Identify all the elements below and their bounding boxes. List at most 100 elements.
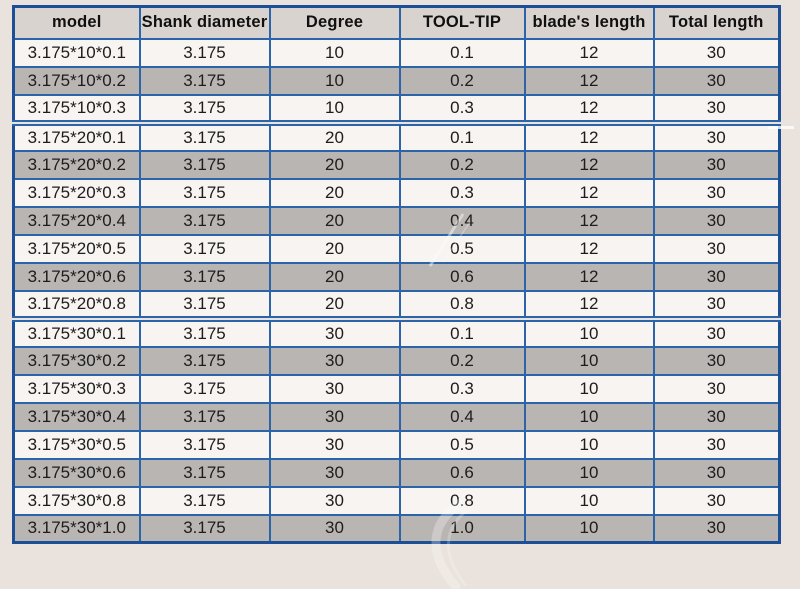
table-row: 3.175*20*0.5 3.175 20 0.5 12 30	[12, 233, 781, 264]
cell-shank-diameter: 3.175	[138, 401, 271, 432]
cell-model: 3.175*20*0.3	[12, 177, 141, 208]
cell-tool-tip: 0.5	[398, 429, 526, 460]
table-row: 3.175*10*0.2 3.175 10 0.2 12 30	[12, 65, 781, 96]
cell-model: 3.175*10*0.2	[12, 65, 141, 96]
cell-total-length: 30	[652, 119, 781, 152]
cell-tool-tip: 0.2	[398, 345, 526, 376]
table-row: 3.175*20*0.6 3.175 20 0.6 12 30	[12, 261, 781, 292]
cell-blades-length: 12	[523, 37, 655, 68]
table-row: 3.175*30*0.4 3.175 30 0.4 10 30	[12, 401, 781, 432]
cell-tool-tip: 0.1	[398, 37, 526, 68]
cell-degree: 10	[268, 65, 401, 96]
cell-blades-length: 10	[523, 401, 655, 432]
cell-blades-length: 12	[523, 149, 655, 180]
cell-model: 3.175*20*0.4	[12, 205, 141, 236]
cell-model: 3.175*20*0.8	[12, 289, 141, 320]
cell-total-length: 30	[652, 93, 781, 124]
cell-shank-diameter: 3.175	[138, 93, 271, 124]
cell-tool-tip: 0.2	[398, 149, 526, 180]
cell-shank-diameter: 3.175	[138, 37, 271, 68]
cell-tool-tip: 1.0	[398, 513, 526, 544]
table-row: 3.175*30*0.8 3.175 30 0.8 10 30	[12, 485, 781, 516]
cell-shank-diameter: 3.175	[138, 119, 271, 152]
cell-total-length: 30	[652, 261, 781, 292]
cell-model: 3.175*10*0.1	[12, 37, 141, 68]
col-header-blades-length: blade's length	[523, 5, 655, 40]
spec-table: model Shank diameter Degree TOOL-TIP bla…	[12, 5, 781, 544]
cell-degree: 20	[268, 177, 401, 208]
table-row: 3.175*20*0.8 3.175 20 0.8 12 30	[12, 289, 781, 320]
cell-tool-tip: 0.8	[398, 485, 526, 516]
cell-degree: 30	[268, 315, 401, 348]
cell-blades-length: 12	[523, 93, 655, 124]
cell-shank-diameter: 3.175	[138, 345, 271, 376]
cell-tool-tip: 0.4	[398, 205, 526, 236]
table-row: 3.175*30*1.0 3.175 30 1.0 10 30	[12, 513, 781, 544]
cell-shank-diameter: 3.175	[138, 429, 271, 460]
cell-model: 3.175*20*0.2	[12, 149, 141, 180]
cell-degree: 20	[268, 289, 401, 320]
cell-shank-diameter: 3.175	[138, 513, 271, 544]
cell-blades-length: 10	[523, 513, 655, 544]
cell-degree: 30	[268, 513, 401, 544]
col-header-degree: Degree	[268, 5, 401, 40]
cell-tool-tip: 0.1	[398, 315, 526, 348]
cell-model: 3.175*20*0.5	[12, 233, 141, 264]
cell-total-length: 30	[652, 345, 781, 376]
cell-model: 3.175*30*0.8	[12, 485, 141, 516]
cell-tool-tip: 0.6	[398, 457, 526, 488]
cell-model: 3.175*30*0.4	[12, 401, 141, 432]
col-header-model: model	[12, 5, 141, 40]
cell-tool-tip: 0.4	[398, 401, 526, 432]
cell-model: 3.175*20*0.1	[12, 119, 141, 152]
cell-shank-diameter: 3.175	[138, 233, 271, 264]
cell-total-length: 30	[652, 401, 781, 432]
table-row: 3.175*30*0.1 3.175 30 0.1 10 30	[12, 315, 781, 348]
table-row: 3.175*30*0.6 3.175 30 0.6 10 30	[12, 457, 781, 488]
cell-total-length: 30	[652, 373, 781, 404]
cell-shank-diameter: 3.175	[138, 205, 271, 236]
table-row: 3.175*20*0.4 3.175 20 0.4 12 30	[12, 205, 781, 236]
cell-tool-tip: 0.6	[398, 261, 526, 292]
cell-total-length: 30	[652, 289, 781, 320]
col-header-shank-diameter: Shank diameter	[138, 5, 271, 40]
cell-tool-tip: 0.3	[398, 93, 526, 124]
cell-degree: 20	[268, 261, 401, 292]
cell-degree: 30	[268, 373, 401, 404]
cell-blades-length: 10	[523, 345, 655, 376]
cell-shank-diameter: 3.175	[138, 289, 271, 320]
cell-blades-length: 12	[523, 119, 655, 152]
cell-shank-diameter: 3.175	[138, 65, 271, 96]
table-row: 3.175*20*0.1 3.175 20 0.1 12 30	[12, 119, 781, 152]
cell-shank-diameter: 3.175	[138, 373, 271, 404]
cell-model: 3.175*30*0.6	[12, 457, 141, 488]
cell-degree: 30	[268, 401, 401, 432]
cell-shank-diameter: 3.175	[138, 261, 271, 292]
cell-total-length: 30	[652, 429, 781, 460]
cell-model: 3.175*30*0.3	[12, 373, 141, 404]
cell-shank-diameter: 3.175	[138, 315, 271, 348]
table-row: 3.175*20*0.2 3.175 20 0.2 12 30	[12, 149, 781, 180]
cell-blades-length: 10	[523, 485, 655, 516]
cell-blades-length: 12	[523, 177, 655, 208]
cell-degree: 30	[268, 457, 401, 488]
cell-degree: 30	[268, 429, 401, 460]
cell-blades-length: 12	[523, 65, 655, 96]
cell-degree: 10	[268, 93, 401, 124]
cell-blades-length: 10	[523, 315, 655, 348]
cell-total-length: 30	[652, 65, 781, 96]
cell-shank-diameter: 3.175	[138, 485, 271, 516]
cell-model: 3.175*30*0.5	[12, 429, 141, 460]
cell-degree: 20	[268, 205, 401, 236]
cell-blades-length: 10	[523, 429, 655, 460]
cell-blades-length: 12	[523, 205, 655, 236]
cell-total-length: 30	[652, 513, 781, 544]
cell-total-length: 30	[652, 457, 781, 488]
table-row: 3.175*30*0.5 3.175 30 0.5 10 30	[12, 429, 781, 460]
table-row: 3.175*20*0.3 3.175 20 0.3 12 30	[12, 177, 781, 208]
cell-degree: 30	[268, 345, 401, 376]
cell-shank-diameter: 3.175	[138, 457, 271, 488]
cell-degree: 20	[268, 233, 401, 264]
col-header-tool-tip: TOOL-TIP	[398, 5, 526, 40]
